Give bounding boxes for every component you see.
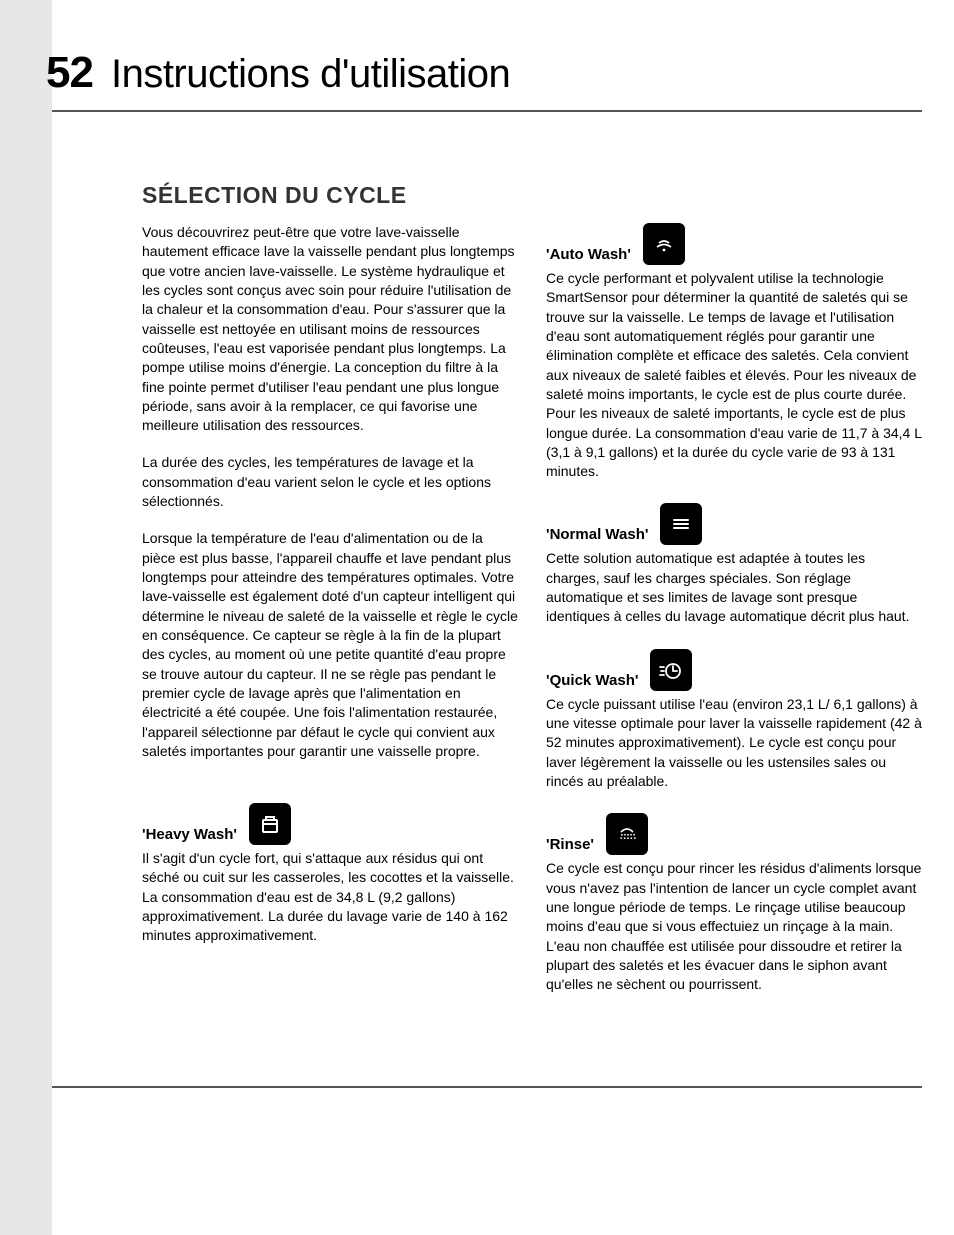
- cycle-body: Il s'agit d'un cycle fort, qui s'attaque…: [142, 849, 518, 946]
- page-header: 52 Instructions d'utilisation: [52, 0, 954, 110]
- cycle-title: 'Quick Wash': [546, 672, 638, 691]
- cycle-rinse: 'Rinse' Ce cycle est: [546, 813, 922, 994]
- cycle-title: 'Rinse': [546, 836, 594, 855]
- intro-paragraph-2: La durée des cycles, les températures de…: [142, 453, 518, 511]
- cycle-heavy-wash: 'Heavy Wash' Il s'agit d'un cycle fort, …: [142, 803, 518, 946]
- left-column: Vous découvrirez peut-être que votre lav…: [142, 223, 518, 1016]
- auto-wash-icon: [643, 223, 685, 265]
- intro-paragraph-3: Lorsque la température de l'eau d'alimen…: [142, 529, 518, 761]
- cycle-header: 'Rinse': [546, 813, 922, 855]
- cycle-body: Ce cycle performant et polyvalent utilis…: [546, 269, 922, 481]
- intro-paragraph-1: Vous découvrirez peut-être que votre lav…: [142, 223, 518, 435]
- page-number: 52: [46, 48, 93, 98]
- page-title: Instructions d'utilisation: [111, 52, 510, 97]
- two-column-layout: Vous découvrirez peut-être que votre lav…: [142, 223, 922, 1016]
- cycle-title: 'Normal Wash': [546, 526, 648, 545]
- rinse-icon: [606, 813, 648, 855]
- cycle-header: 'Quick Wash': [546, 649, 922, 691]
- cycle-auto-wash: 'Auto Wash' Ce cycle performant et polyv…: [546, 223, 922, 481]
- cycle-header: 'Heavy Wash': [142, 803, 518, 845]
- cycle-body: Ce cycle puissant utilise l'eau (environ…: [546, 695, 922, 792]
- content-area: SÉLECTION DU CYCLE Vous découvrirez peut…: [52, 112, 954, 1046]
- footer-rule: [52, 1086, 922, 1088]
- right-column: 'Auto Wash' Ce cycle performant et polyv…: [546, 223, 922, 1016]
- cycle-header: 'Auto Wash': [546, 223, 922, 265]
- normal-wash-icon: [660, 503, 702, 545]
- left-margin-band: [0, 0, 52, 1235]
- cycle-title: 'Auto Wash': [546, 246, 631, 265]
- cycle-body: Ce cycle est conçu pour rincer les résid…: [546, 859, 922, 994]
- cycle-quick-wash: 'Quick Wash' Ce cycle: [546, 649, 922, 792]
- cycle-header: 'Normal Wash': [546, 503, 922, 545]
- cycle-normal-wash: 'Normal Wash' Cette solution automatique…: [546, 503, 922, 626]
- cycle-body: Cette solution automatique est adaptée à…: [546, 549, 922, 626]
- section-title: SÉLECTION DU CYCLE: [142, 182, 922, 209]
- quick-wash-icon: [650, 649, 692, 691]
- cycle-title: 'Heavy Wash': [142, 826, 237, 845]
- heavy-wash-icon: [249, 803, 291, 845]
- page-content: 52 Instructions d'utilisation SÉLECTION …: [52, 0, 954, 1235]
